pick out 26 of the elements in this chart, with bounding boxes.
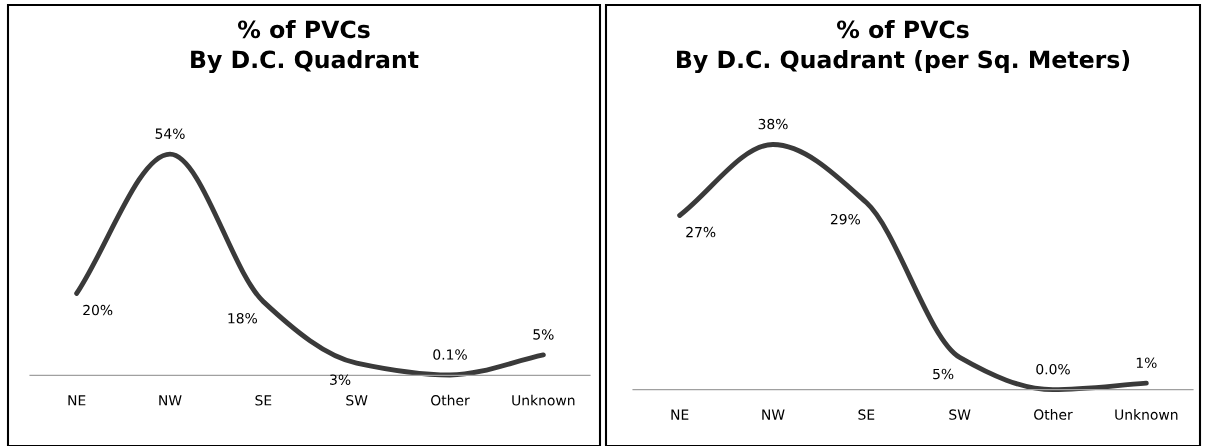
data-label: 27% (686, 226, 716, 238)
chart-title: % of PVCs By D.C. Quadrant (per Sq. Meters) (677, 20, 1130, 74)
data-label: 29% (830, 213, 861, 225)
x-tick-label: Unknown (1115, 409, 1178, 420)
x-tick-label: SE (858, 409, 875, 420)
x-tick-label: NW (762, 409, 785, 420)
data-label: 5% (533, 329, 554, 340)
data-label: 1% (1136, 357, 1157, 368)
x-tick-label: NE (671, 409, 689, 420)
data-label: 20% (83, 304, 113, 316)
x-tick-label: SW (346, 395, 368, 406)
x-tick-label: NE (68, 395, 86, 406)
data-label: 5% (933, 368, 954, 380)
chart-title: % of PVCs By D.C. Quadrant (191, 20, 419, 74)
data-label: 38% (758, 118, 788, 130)
x-tick-label: Other (1034, 409, 1073, 420)
data-label: 18% (228, 312, 258, 324)
data-label: 3% (330, 374, 351, 385)
x-tick-label: Other (431, 394, 470, 406)
data-label: 0.0% (1036, 363, 1070, 375)
data-label: 54% (155, 128, 185, 139)
data-label: 0.1% (433, 349, 467, 360)
x-tick-label: SW (949, 409, 971, 420)
x-tick-label: SE (255, 395, 272, 406)
x-tick-label: Unknown (512, 394, 575, 406)
x-tick-label: NW (159, 395, 182, 406)
